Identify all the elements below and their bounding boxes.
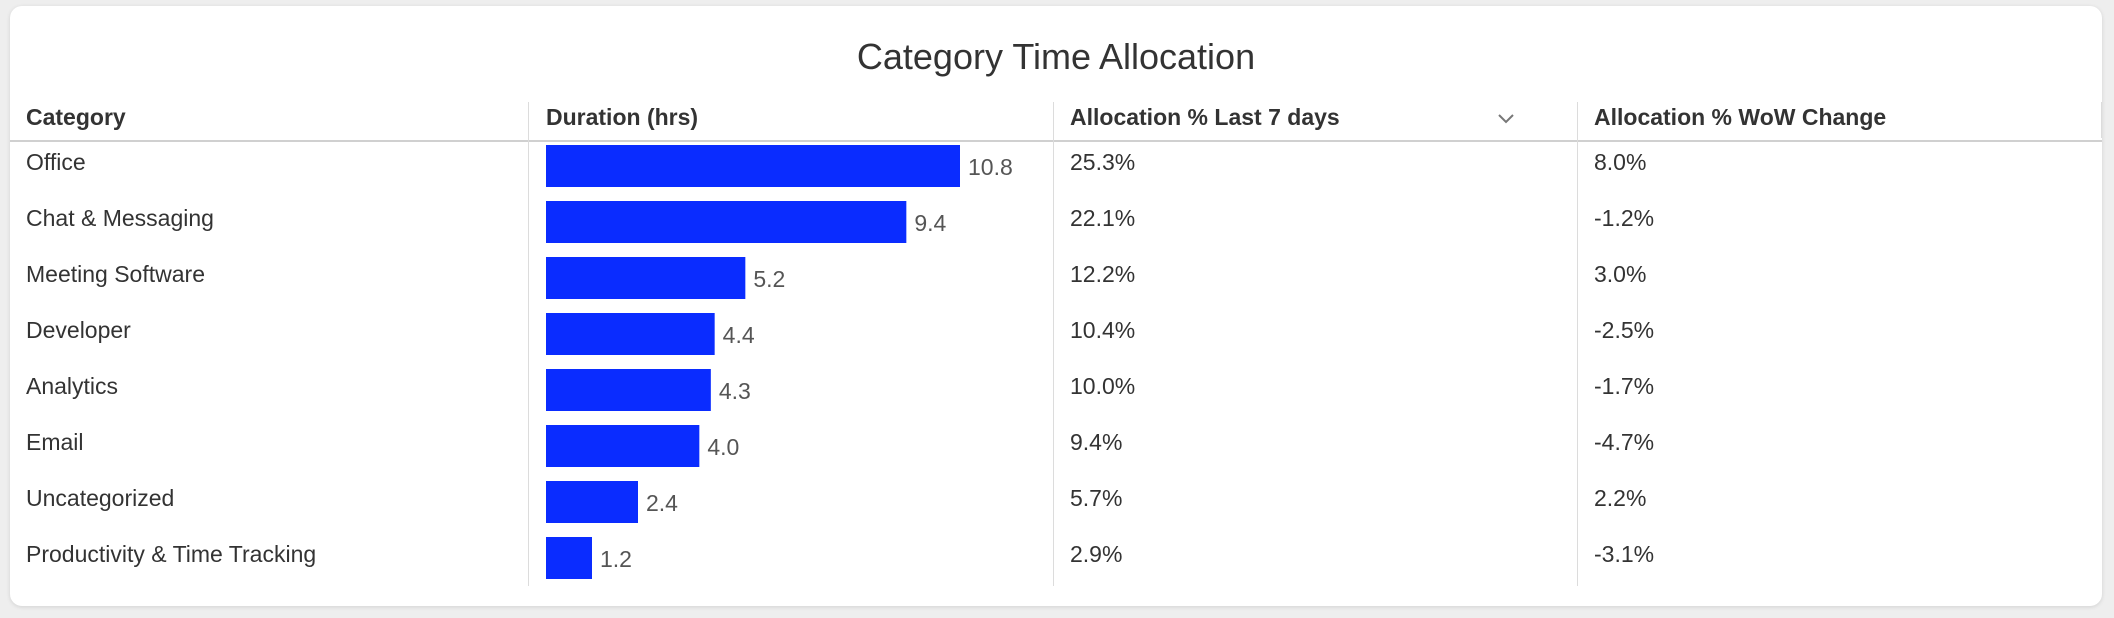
table-row[interactable]: Chat & Messaging 22.1% -1.2%: [10, 197, 2102, 253]
wow-change-cell: -1.2%: [1594, 205, 1655, 231]
category-cell: Developer: [26, 317, 131, 343]
wow-change-cell: 8.0%: [1594, 149, 1647, 175]
category-cell: Office: [26, 149, 86, 175]
table-row[interactable]: Meeting Software 12.2% 3.0%: [10, 253, 2102, 309]
chevron-down-icon[interactable]: [1496, 108, 1516, 128]
table-row[interactable]: Developer 10.4% -2.5%: [10, 309, 2102, 365]
column-divider: [2101, 102, 2102, 138]
table-row[interactable]: Office 25.3% 8.0%: [10, 141, 2102, 197]
column-header-allocation-wow-change[interactable]: Allocation % WoW Change: [1594, 104, 1887, 130]
allocation-cell: 5.7%: [1070, 485, 1123, 511]
column-header-category[interactable]: Category: [26, 104, 126, 130]
column-divider: [1577, 102, 1578, 586]
allocation-cell: 12.2%: [1070, 261, 1136, 287]
category-cell: Productivity & Time Tracking: [26, 541, 317, 567]
allocation-cell: 25.3%: [1070, 149, 1136, 175]
category-cell: Meeting Software: [26, 261, 205, 287]
allocation-cell: 10.0%: [1070, 373, 1136, 399]
wow-change-cell: -1.7%: [1594, 373, 1655, 399]
allocation-cell: 9.4%: [1070, 429, 1123, 455]
table-header: Category Duration (hrs) Allocation % Las…: [10, 98, 2102, 142]
table-row[interactable]: Email 9.4% -4.7%: [10, 421, 2102, 477]
category-cell: Chat & Messaging: [26, 205, 214, 231]
column-divider: [1053, 102, 1054, 586]
chart-title: Category Time Allocation: [856, 36, 1256, 77]
wow-change-cell: -2.5%: [1594, 317, 1655, 343]
category-cell: Uncategorized: [26, 485, 175, 511]
allocation-cell: 2.9%: [1070, 541, 1123, 567]
wow-change-cell: 3.0%: [1594, 261, 1647, 287]
wow-change-cell: -4.7%: [1594, 429, 1655, 455]
table-row[interactable]: Uncategorized 5.7% 2.2%: [10, 477, 2102, 533]
table-row[interactable]: Analytics 10.0% -1.7%: [10, 365, 2102, 421]
table-row[interactable]: Productivity & Time Tracking 2.9% -3.1%: [10, 533, 2102, 589]
allocation-cell: 22.1%: [1070, 205, 1136, 231]
wow-change-cell: 2.2%: [1594, 485, 1647, 511]
allocation-cell: 10.4%: [1070, 317, 1136, 343]
chart-card: Category Time Allocation Category Durati…: [10, 6, 2102, 606]
column-divider: [528, 102, 529, 586]
column-header-allocation-last-7-days[interactable]: Allocation % Last 7 days: [1070, 104, 1340, 130]
wow-change-cell: -3.1%: [1594, 541, 1655, 567]
column-header-duration[interactable]: Duration (hrs): [546, 104, 699, 130]
category-cell: Email: [26, 429, 84, 455]
category-cell: Analytics: [26, 373, 119, 399]
